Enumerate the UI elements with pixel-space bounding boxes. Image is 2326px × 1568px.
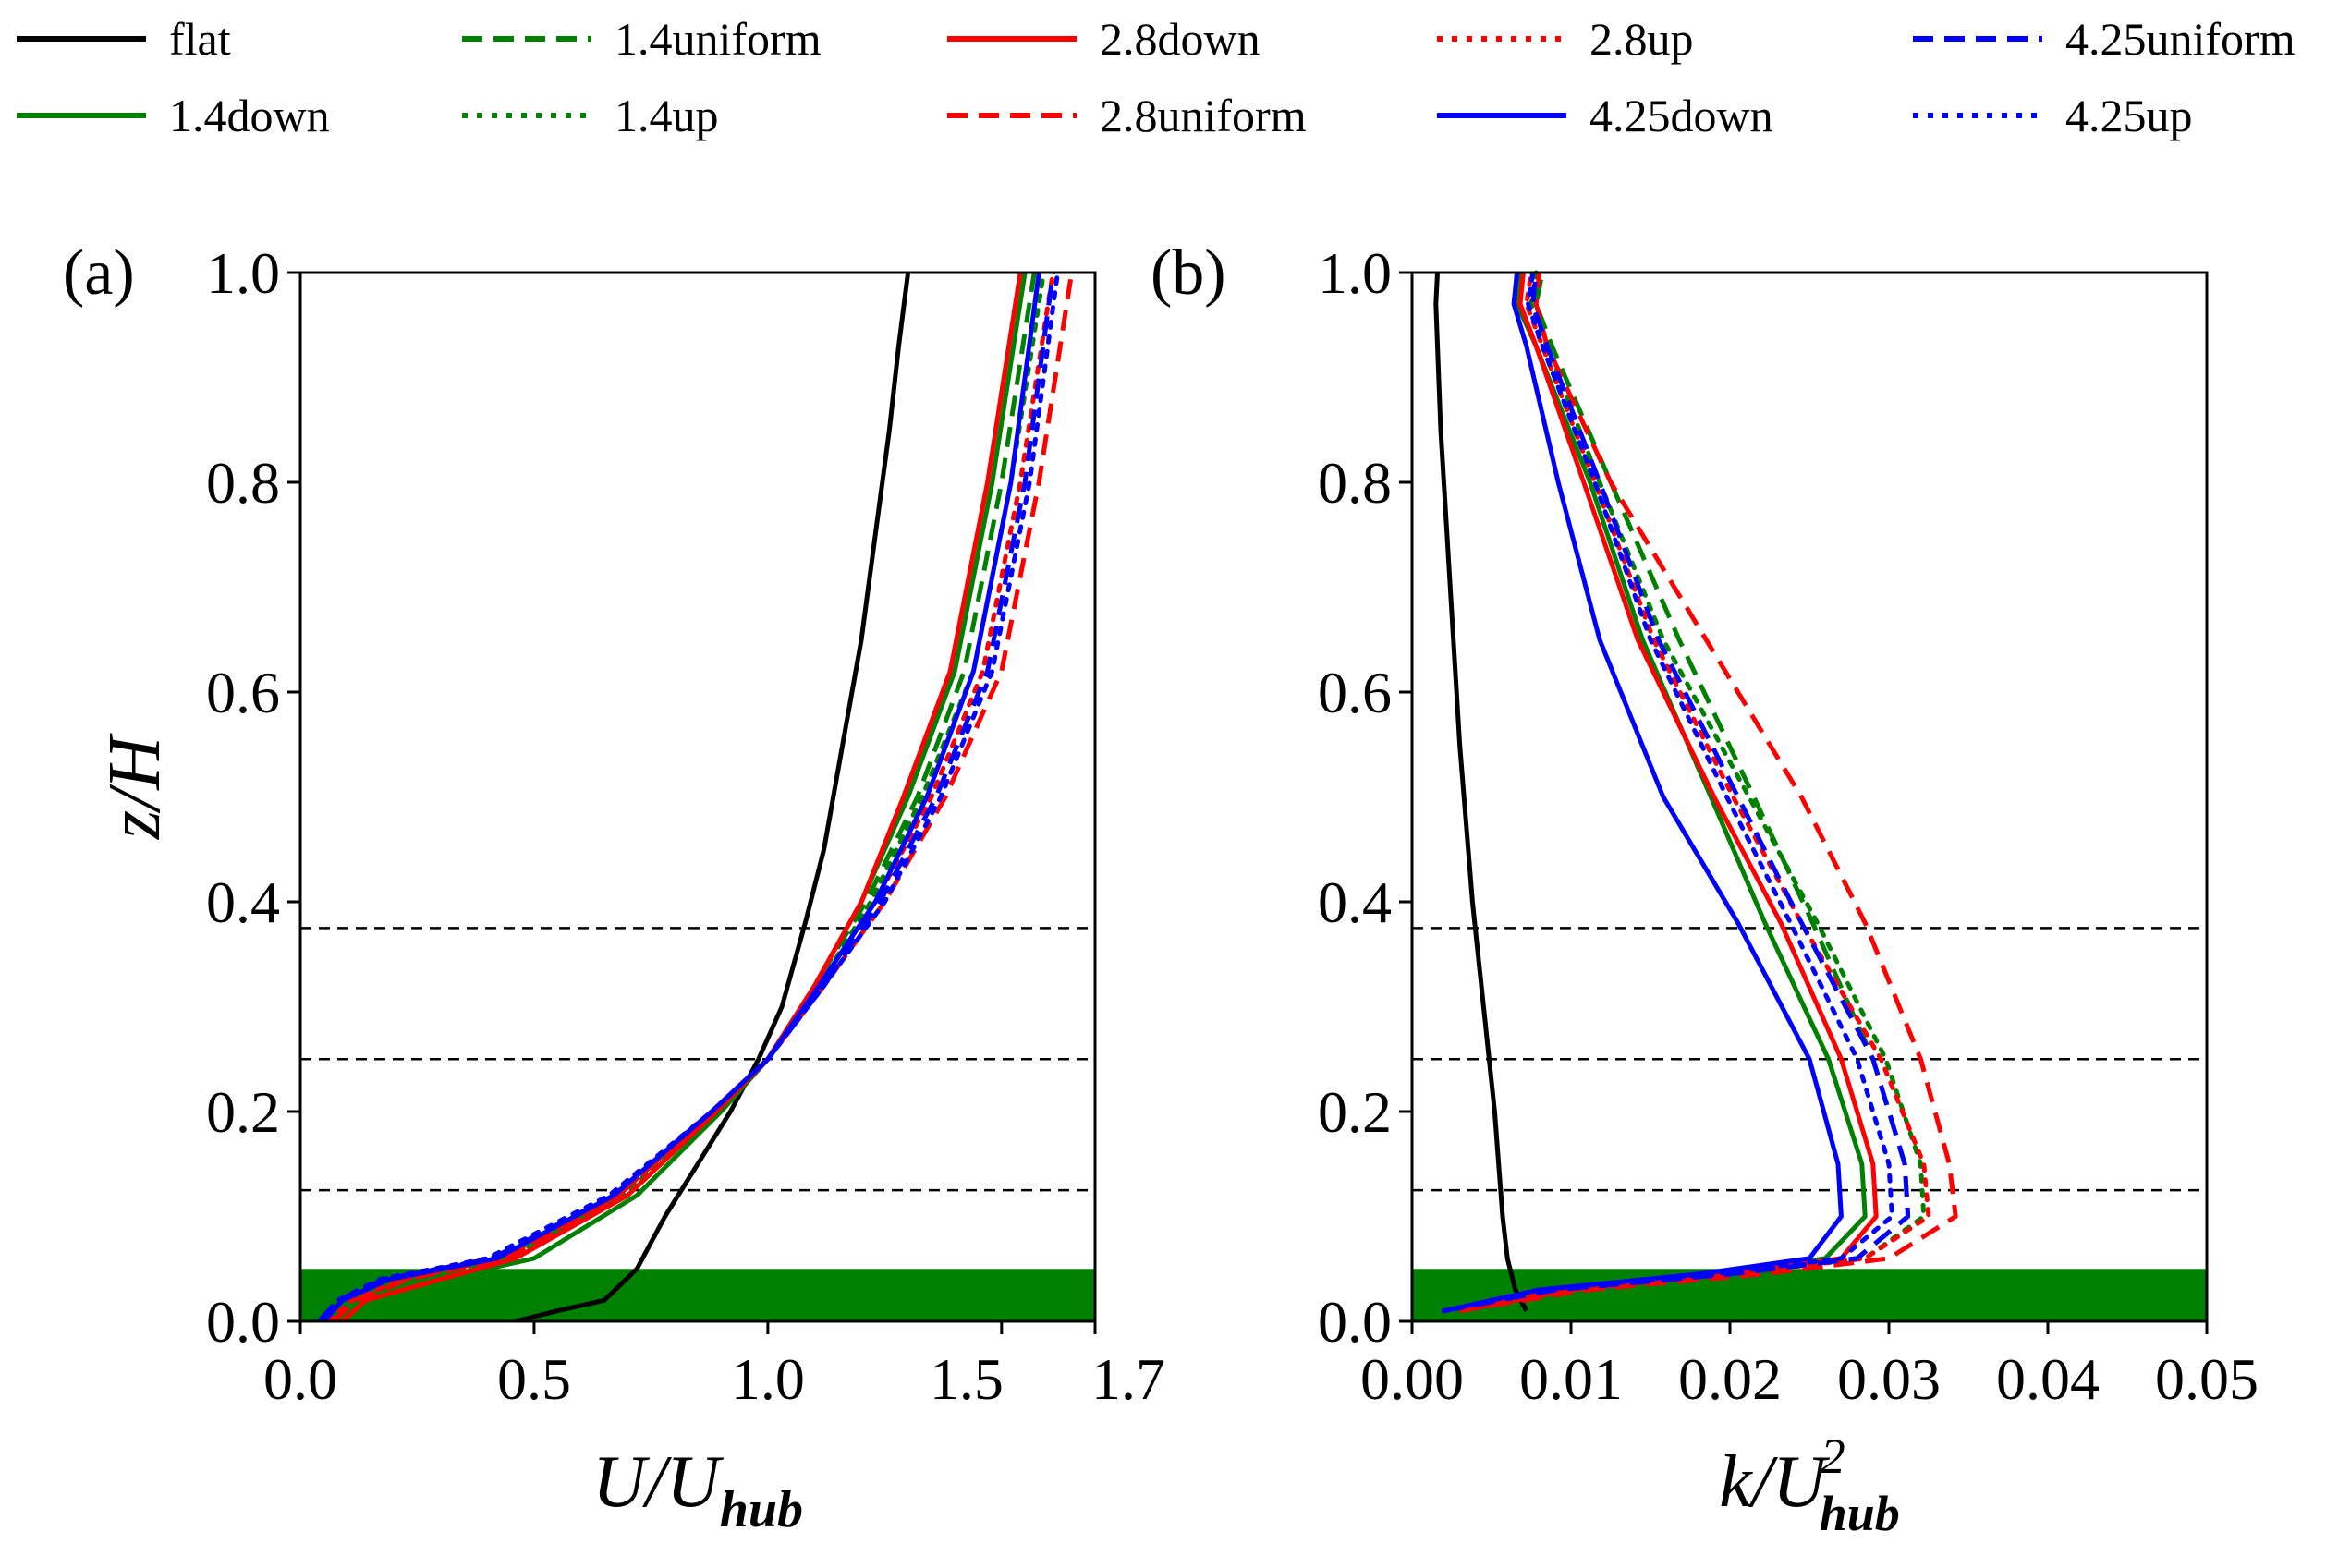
x-axis-title-main: k/U xyxy=(1719,1441,1831,1523)
legend-label: flat xyxy=(169,13,231,65)
y-tick-label: 0.6 xyxy=(1318,660,1392,725)
series-line-4.25uniform xyxy=(1443,272,1911,1314)
x-tick-label: 0.5 xyxy=(497,1346,571,1412)
plot-frame xyxy=(1410,271,2209,1323)
series-line-1.4up xyxy=(1441,270,1927,1314)
x-tick-label: 0.01 xyxy=(1519,1346,1623,1412)
x-tick-label: 1.5 xyxy=(930,1346,1004,1412)
legend-item: 2.8down xyxy=(947,13,1260,65)
x-tick-label: 0.05 xyxy=(2155,1346,2259,1412)
y-tick-label: 1.0 xyxy=(1318,240,1392,306)
legend-label: 2.8down xyxy=(1100,13,1260,65)
series-line-4.25up xyxy=(1441,270,1894,1314)
x-tick-label: 1.0 xyxy=(731,1346,805,1412)
y-tick-label: 0.2 xyxy=(1318,1079,1392,1145)
x-tick-label: 0.02 xyxy=(1678,1346,1782,1412)
panel-a: 0.0 0.2 0.4 0.6 0.8 1.0 0.0 0.5 1.0 1.5 1.7 (a) U/Uh… xyxy=(63,237,1165,1538)
x-axis-title: k/U2 hub xyxy=(1719,1428,1900,1541)
panel-label: (a) xyxy=(63,237,135,309)
y-tick-label: 0.8 xyxy=(1318,450,1392,516)
y-tick-label: 0.0 xyxy=(206,1289,280,1355)
y-tick-label: 0.4 xyxy=(206,869,280,935)
y-tick-label: 0.0 xyxy=(1318,1289,1392,1355)
y-tick-label: 1.0 xyxy=(206,240,280,306)
series-line-4.25up xyxy=(316,270,1060,1321)
legend-item: 4.25uniform xyxy=(1913,13,2296,65)
legend-label: 2.8uniform xyxy=(1100,90,1307,141)
legend-label: 4.25up xyxy=(2065,90,2193,141)
legend-label: 4.25down xyxy=(1589,90,1773,141)
series-line-1.4uniform xyxy=(1443,272,1911,1314)
panel-label: (b) xyxy=(1151,237,1226,309)
legend-item: 1.4uniform xyxy=(462,13,822,65)
legend-label: 2.8up xyxy=(1589,13,1694,65)
legend-item: 1.4down xyxy=(17,90,330,141)
x-axis-title-sub: hub xyxy=(720,1481,803,1538)
y-axis-title: z/H xyxy=(94,733,176,840)
panel-b: 0.0 0.2 0.4 0.6 0.8 1.0 0.00 0.01 0.02 0.03 0.04 0.… xyxy=(1151,237,2259,1541)
series-line-2.8uniform xyxy=(1459,272,1958,1314)
series-line-1.4up xyxy=(321,270,1046,1321)
series-line-flat xyxy=(1433,272,1529,1312)
canopy-band xyxy=(300,1269,1095,1321)
series-line-2.8down xyxy=(1459,272,1879,1314)
x-tick-label: 0.0 xyxy=(263,1346,337,1412)
legend-item: 4.25down xyxy=(1437,90,1773,141)
x-axis-title: U/Uhub xyxy=(592,1441,803,1538)
legend-label: 1.4up xyxy=(615,90,719,141)
x-tick-label: 0.00 xyxy=(1360,1346,1464,1412)
x-tick-label: 0.04 xyxy=(1996,1346,2100,1412)
series-line-2.8up xyxy=(1441,270,1931,1314)
series-line-flat xyxy=(515,272,911,1321)
y-tick-label: 0.8 xyxy=(206,450,280,516)
x-axis-title-sub: hub xyxy=(1820,1486,1900,1541)
y-tick-label: 0.2 xyxy=(206,1079,280,1145)
legend-label: 4.25uniform xyxy=(2065,13,2296,65)
legend-label: 1.4down xyxy=(169,90,330,141)
x-tick-label: 1.7 xyxy=(1091,1346,1165,1412)
y-tick-label: 0.6 xyxy=(206,660,280,725)
legend-label: 1.4uniform xyxy=(615,13,822,65)
legend-item: 2.8up xyxy=(1437,13,1694,65)
legend-item: flat xyxy=(17,13,231,65)
x-axis-title-sup: 2 xyxy=(1821,1428,1845,1484)
x-axis-title-main: U/U xyxy=(592,1441,725,1523)
legend-item: 4.25up xyxy=(1913,90,2193,141)
series-line-2.8uniform xyxy=(331,272,1075,1321)
legend: flat 1.4down 1.4uniform 1.4up 2.8down 2.8unif… xyxy=(17,13,2296,141)
legend-item: 1.4up xyxy=(462,90,719,141)
plot-frame xyxy=(298,271,1097,1323)
series-line-4.25down xyxy=(1443,272,1844,1314)
legend-item: 2.8uniform xyxy=(947,90,1307,141)
x-tick-label: 0.03 xyxy=(1837,1346,1941,1412)
y-tick-label: 0.4 xyxy=(1318,869,1392,935)
